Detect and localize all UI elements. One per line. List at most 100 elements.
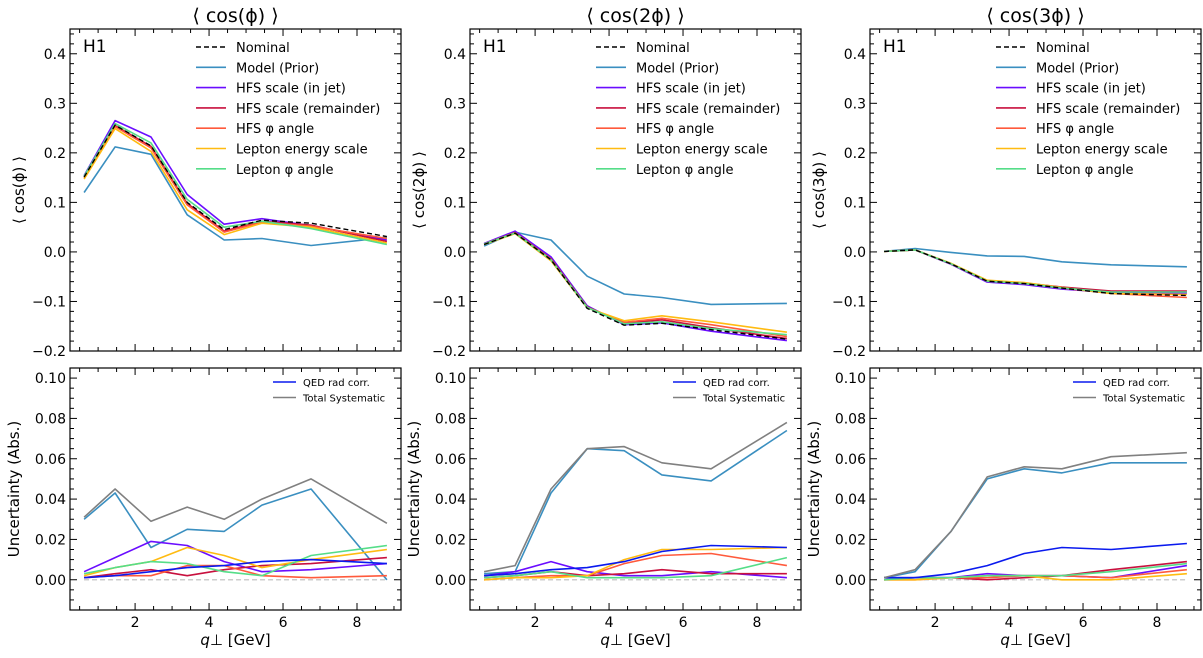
y-axis-label: Uncertainty (Abs.) [5, 421, 23, 557]
y-tick-label: 0.10 [835, 371, 866, 387]
legend-label-model-prior: Model (Prior) [236, 61, 319, 76]
plot-background [470, 29, 801, 351]
x-tick-label: 2 [131, 615, 140, 631]
series-line-nominal [83, 124, 388, 238]
series-group [83, 119, 388, 247]
legend-label-qed-rad-corr: QED rad corr. [303, 378, 370, 389]
experiment-label: H1 [83, 37, 107, 57]
legend-label-model-prior: Model (Prior) [636, 61, 719, 76]
bottom-axes: 2 4 6 8 0.00 0.02 0.04 0.06 0.08 0.10 Uncertainty … [405, 367, 802, 649]
y-axis-label: ⟨ cos(2ϕ) ⟩ [410, 151, 428, 229]
series-line-model-prior [83, 146, 387, 247]
plot-background [870, 29, 1201, 351]
y-tick-label: 0.1 [44, 195, 66, 211]
legend: QED rad corr. Total Systematic [273, 378, 385, 405]
x-tick-label: 6 [679, 615, 688, 631]
panel-1: ⟨ cos(ϕ) ⟩ −0.2 −0.1 0.0 0.1 0.2 0.3 0.4 ⟨ cos(ϕ… [5, 5, 402, 649]
y-tick-label: 0.0 [444, 245, 466, 261]
series-line-lepton-phi-angle [484, 556, 788, 579]
series-line-model-prior [83, 488, 388, 581]
series-line-total-systematic [483, 421, 788, 573]
legend-label-hfs-scale-in-jet: HFS scale (in jet) [1036, 82, 1146, 97]
series-line-nominal [884, 249, 1187, 297]
series-line-lepton-energy-scale [484, 546, 787, 581]
y-tick-label: 0.4 [44, 47, 66, 63]
axes-frame [469, 28, 802, 352]
y-tick-label: 0.1 [844, 195, 866, 211]
x-tick-label: 8 [1153, 615, 1162, 631]
legend-label-hfs-phi-angle: HFS φ angle [636, 122, 714, 137]
legend-label-nominal: Nominal [236, 41, 290, 56]
y-tick-label: 0.2 [444, 146, 466, 162]
y-tick-label: 0.3 [44, 96, 66, 112]
y-tick-label: −0.2 [32, 344, 66, 360]
top-axes: −0.2 −0.1 0.0 0.1 0.2 0.3 0.4 ⟨ cos(ϕ) ⟩ H1 Nomin… [10, 28, 402, 360]
plot-background [70, 368, 401, 610]
y-axis-label: Uncertainty (Abs.) [805, 421, 823, 557]
x-tick-label: 8 [753, 615, 762, 631]
y-tick-label: 0.02 [35, 532, 66, 548]
legend-label-hfs-scale-in-jet: HFS scale (in jet) [236, 82, 346, 97]
y-tick-label: 0.2 [844, 146, 866, 162]
axes-frame [69, 367, 402, 611]
y-tick-label: 0.06 [435, 452, 466, 468]
legend-label-hfs-scale-remainder: HFS scale (remainder) [1036, 102, 1180, 117]
legend-label-nominal: Nominal [1036, 41, 1090, 56]
x-axis-label-symbol: q⊥ [1000, 631, 1023, 649]
top-axes: −0.2 −0.1 0.0 0.1 0.2 0.3 0.4 ⟨ cos(3ϕ) ⟩ H1 Nomi… [810, 28, 1202, 360]
y-tick-label: 0.0 [844, 245, 866, 261]
series-line-hfs-phi-angle [83, 125, 388, 240]
x-axis-label-unit: [GeV] [1023, 631, 1071, 649]
series-line-hfs-scale-in-jet [83, 540, 387, 573]
series-line-model-prior [484, 429, 788, 575]
y-tick-label: 0.08 [35, 411, 66, 427]
y-tick-label: 0.02 [435, 532, 466, 548]
series-group [483, 421, 788, 581]
x-tick-label: 4 [205, 615, 214, 631]
y-tick-label: −0.2 [432, 344, 466, 360]
legend-label-lepton-energy-scale: Lepton energy scale [636, 143, 768, 158]
legend: QED rad corr. Total Systematic [1073, 378, 1185, 405]
y-tick-label: 0.4 [844, 47, 866, 63]
x-tick-label: 2 [931, 615, 940, 631]
legend: Nominal Model (Prior) HFS scale (in jet) HF… [196, 41, 380, 178]
y-tick-label: 0.02 [835, 532, 866, 548]
series-line-model-prior [884, 247, 1187, 268]
legend-label-model-prior: Model (Prior) [1036, 61, 1119, 76]
axes-frame [69, 28, 402, 352]
y-tick-label: 0.2 [44, 146, 66, 162]
x-axis-label-symbol: q⊥ [600, 631, 623, 649]
axes-frame [869, 367, 1202, 611]
x-tick-label: 6 [279, 615, 288, 631]
axes-frame [869, 28, 1202, 352]
bottom-axes: 2 4 6 8 0.00 0.02 0.04 0.06 0.08 0.10 Uncertainty … [805, 367, 1202, 649]
series-line-qed-rad-corr [84, 558, 387, 579]
x-tick-label: 4 [605, 615, 614, 631]
series-line-qed-rad-corr [484, 544, 787, 577]
panel-title: ⟨ cos(3ϕ) ⟩ [986, 5, 1084, 27]
legend-label-hfs-scale-remainder: HFS scale (remainder) [636, 102, 780, 117]
bottom-axes: 2 4 6 8 0.00 0.02 0.04 0.06 0.08 0.10 Uncertainty … [5, 367, 402, 649]
series-line-total-systematic [83, 478, 388, 524]
legend-label-lepton-phi-angle: Lepton φ angle [636, 163, 733, 178]
legend-label-qed-rad-corr: QED rad corr. [1103, 378, 1170, 389]
y-tick-label: 0.06 [35, 452, 66, 468]
legend-label-qed-rad-corr: QED rad corr. [703, 378, 770, 389]
x-axis-label-symbol: q⊥ [200, 631, 223, 649]
x-axis-label: q⊥ [GeV] [1000, 631, 1070, 649]
y-tick-label: 0.08 [435, 411, 466, 427]
series-line-model-prior [883, 461, 1187, 579]
series-group [883, 451, 1188, 581]
legend-label-total-systematic: Total Systematic [702, 394, 785, 405]
x-tick-label: 2 [531, 615, 540, 631]
legend: QED rad corr. Total Systematic [673, 378, 785, 405]
panel-title: ⟨ cos(ϕ) ⟩ [192, 5, 278, 27]
plot-background [870, 368, 1201, 610]
legend-label-nominal: Nominal [636, 41, 690, 56]
series-group [884, 247, 1187, 299]
series-line-lepton-phi-angle [83, 122, 388, 246]
y-tick-label: 0.10 [435, 371, 466, 387]
series-group [83, 478, 388, 581]
legend-label-lepton-energy-scale: Lepton energy scale [236, 143, 368, 158]
